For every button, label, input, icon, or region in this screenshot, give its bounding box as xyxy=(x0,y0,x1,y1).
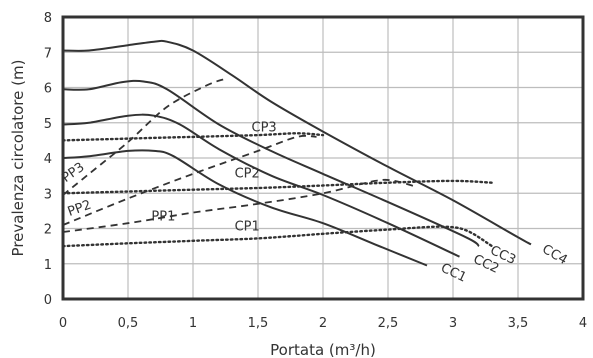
y-axis-ticks: 0 1 2 3 4 5 6 7 8 xyxy=(44,11,52,308)
curve-label-cp3: CP3 xyxy=(252,121,277,136)
series-cp1-line xyxy=(61,225,494,248)
y-tick-label: 6 xyxy=(44,82,52,97)
y-tick-label: 0 xyxy=(44,293,52,308)
x-tick-label: 0,5 xyxy=(118,316,139,331)
x-tick-label: 0 xyxy=(59,316,67,331)
series-cc3-line xyxy=(62,79,480,247)
y-tick-label: 7 xyxy=(44,46,52,61)
x-axis-ticks: 0 0,5 1 1,5 2 2,5 3 3,5 4 xyxy=(59,316,587,331)
series-pp2-line xyxy=(62,134,317,226)
curve-label-pp2: PP2 xyxy=(66,198,94,220)
x-tick-label: 1 xyxy=(189,316,197,331)
series-pp1-line xyxy=(62,178,415,233)
curve-label-pp1: PP1 xyxy=(151,210,175,225)
x-tick-label: 3,5 xyxy=(508,316,529,331)
series-cp3-line xyxy=(61,132,325,142)
curve-label-cp1: CP1 xyxy=(235,219,260,234)
series-cp2-line xyxy=(61,179,494,195)
y-tick-label: 5 xyxy=(44,117,52,132)
y-tick-label: 1 xyxy=(44,258,52,273)
series-pp3-line xyxy=(62,77,226,196)
x-tick-label: 2 xyxy=(319,316,327,331)
series-cc2-line xyxy=(62,113,460,258)
curve-label-cp2: CP2 xyxy=(235,166,260,181)
series-group xyxy=(61,39,532,267)
y-tick-label: 4 xyxy=(44,152,52,167)
series-cc1-line xyxy=(62,149,428,267)
y-tick-label: 2 xyxy=(44,223,52,238)
x-tick-label: 4 xyxy=(579,316,587,331)
series-cc4-line xyxy=(62,39,532,246)
y-axis-label: Prevalenza circolatore (m) xyxy=(9,60,27,257)
x-tick-label: 1,5 xyxy=(248,316,269,331)
y-tick-label: 3 xyxy=(44,187,52,202)
plot-frame xyxy=(61,15,585,301)
y-tick-label: 8 xyxy=(44,11,52,26)
x-axis-label: Portata (m³/h) xyxy=(270,341,376,358)
x-tick-label: 2,5 xyxy=(378,316,399,331)
x-tick-label: 3 xyxy=(449,316,457,331)
